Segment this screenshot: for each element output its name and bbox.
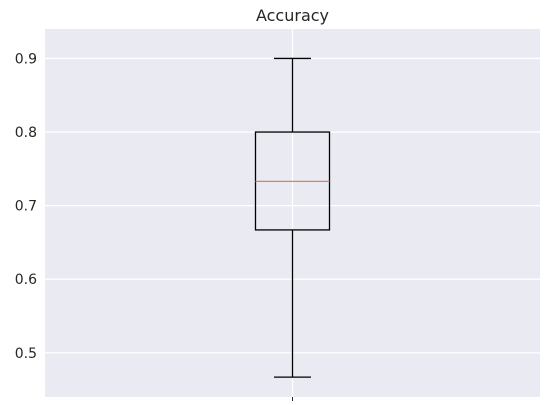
y-tick-label: 0.7	[15, 199, 37, 215]
y-tick-label: 0.8	[15, 125, 37, 141]
y-tick-label: 0.6	[15, 272, 37, 288]
boxes	[254, 57, 331, 378]
chart-title: Accuracy	[256, 6, 329, 25]
y-axis: 0.5 0.6 0.7 0.8 0.9	[15, 51, 37, 361]
box-group	[254, 57, 331, 378]
y-tick-label: 0.5	[15, 346, 37, 362]
y-tick-label: 0.9	[15, 51, 37, 67]
